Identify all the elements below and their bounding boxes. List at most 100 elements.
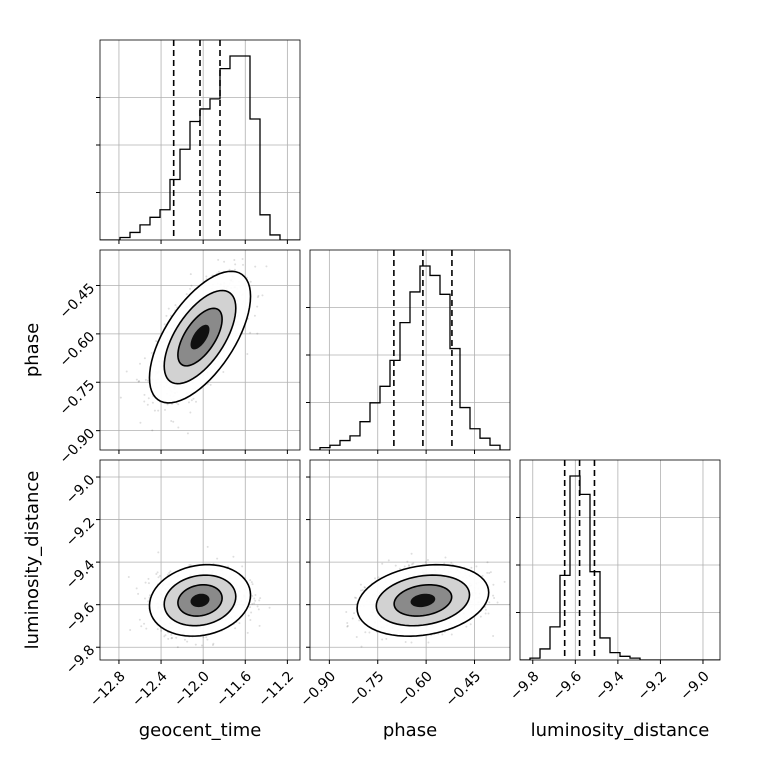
scatter-point bbox=[167, 637, 170, 640]
scatter-point bbox=[233, 268, 236, 271]
x-tick-label: −9.2 bbox=[635, 668, 670, 703]
scatter-point bbox=[268, 606, 271, 609]
scatter-point bbox=[143, 357, 146, 360]
scatter-point bbox=[359, 589, 362, 592]
scatter-point bbox=[188, 564, 191, 567]
scatter-point bbox=[257, 294, 260, 297]
scatter-point bbox=[157, 551, 160, 554]
contour-level-3 bbox=[190, 324, 210, 350]
x-tick-label: −11.6 bbox=[213, 668, 255, 710]
scatter-point bbox=[241, 258, 244, 261]
scatter-point bbox=[195, 400, 198, 403]
scatter-point bbox=[234, 263, 237, 266]
scatter-point bbox=[251, 594, 254, 597]
scatter-point bbox=[360, 645, 363, 648]
scatter-point bbox=[135, 378, 138, 381]
scatter-point bbox=[259, 597, 262, 600]
scatter-point bbox=[444, 556, 447, 559]
y-axis-label-luminosity_distance: luminosity_distance bbox=[22, 471, 43, 650]
scatter-point bbox=[139, 421, 142, 424]
scatter-point bbox=[265, 265, 268, 268]
scatter-point bbox=[170, 637, 173, 640]
y-tick-label: −9.4 bbox=[63, 557, 98, 592]
density-contours bbox=[356, 563, 490, 637]
panel-phase-geocent_time: −0.90 −0.75 −0.60 −0.45 phase bbox=[22, 249, 301, 467]
y-axis-label-phase: phase bbox=[22, 323, 43, 377]
scatter-point bbox=[381, 638, 384, 641]
scatter-point bbox=[151, 429, 154, 432]
scatter-point bbox=[206, 638, 209, 641]
scatter-point bbox=[157, 576, 160, 579]
scatter-point bbox=[503, 580, 506, 583]
contour-level-3 bbox=[410, 593, 436, 608]
scatter-point bbox=[256, 296, 259, 299]
scatter-point bbox=[249, 280, 252, 283]
scatter-point bbox=[172, 420, 175, 423]
scatter-point bbox=[147, 600, 150, 603]
panel-frame bbox=[309, 249, 511, 451]
scatter-point bbox=[164, 634, 167, 637]
scatter-point bbox=[176, 646, 179, 649]
scatter-point bbox=[143, 622, 146, 625]
scatter-point bbox=[487, 612, 490, 615]
scatter-point bbox=[125, 370, 128, 373]
panel-phase-phase bbox=[306, 249, 511, 454]
panel-luminosity_distance-phase: −0.90 −0.75 −0.60 −0.45 phase bbox=[297, 459, 511, 741]
scatter-point bbox=[185, 293, 188, 296]
scatter-point bbox=[493, 597, 496, 600]
scatter-point bbox=[249, 331, 252, 334]
panel-frame bbox=[99, 39, 301, 241]
scatter-point bbox=[381, 562, 384, 565]
scatter-point bbox=[253, 602, 256, 605]
scatter-point bbox=[189, 411, 192, 414]
scatter-point bbox=[351, 617, 354, 620]
scatter-point bbox=[246, 631, 249, 634]
scatter-point bbox=[353, 596, 356, 599]
scatter-point bbox=[211, 644, 214, 647]
scatter-point bbox=[450, 561, 453, 564]
scatter-point bbox=[216, 557, 219, 560]
scatter-point bbox=[253, 314, 256, 317]
scatter-point bbox=[164, 408, 167, 411]
y-tick-label: −0.60 bbox=[57, 329, 99, 371]
panel-luminosity_distance-geocent_time: −12.8 −12.4 −12.0 −11.6 −11.2 geocent_time −9.… bbox=[22, 459, 301, 741]
scatter-point bbox=[247, 614, 250, 617]
contour-level-3 bbox=[190, 593, 210, 608]
scatter-point bbox=[169, 570, 172, 573]
scatter-point bbox=[377, 576, 380, 579]
scatter-point bbox=[450, 633, 453, 636]
density-contours bbox=[148, 270, 252, 404]
scatter-point bbox=[148, 594, 151, 597]
scatter-point bbox=[226, 565, 229, 568]
scatter-point bbox=[470, 566, 473, 569]
x-tick-label: −9.0 bbox=[677, 668, 712, 703]
scatter-point bbox=[155, 340, 158, 343]
scatter-point bbox=[144, 378, 147, 381]
scatter-point bbox=[144, 581, 147, 584]
scatter-point bbox=[165, 314, 168, 317]
scatter-point bbox=[411, 563, 414, 566]
scatter-point bbox=[355, 635, 358, 638]
scatter-point bbox=[238, 622, 241, 625]
scatter-point bbox=[345, 610, 348, 613]
scatter-point bbox=[119, 396, 122, 399]
scatter-point bbox=[496, 601, 499, 604]
scatter-point bbox=[364, 586, 367, 589]
scatter-point bbox=[488, 572, 491, 575]
scatter-point bbox=[151, 401, 154, 404]
scatter-point bbox=[398, 567, 401, 570]
x-tick-label: −9.4 bbox=[592, 668, 627, 703]
scatter-point bbox=[346, 624, 349, 627]
scatter-point bbox=[139, 362, 142, 365]
scatter-point bbox=[443, 562, 446, 565]
y-tick-label: −0.45 bbox=[57, 280, 99, 322]
scatter-point bbox=[138, 380, 141, 383]
scatter-point bbox=[192, 397, 195, 400]
scatter-point bbox=[492, 594, 495, 597]
scatter-point bbox=[135, 587, 138, 590]
scatter-point bbox=[251, 602, 254, 605]
scatter-point bbox=[410, 552, 413, 555]
scatter-point bbox=[489, 571, 492, 574]
scatter-point bbox=[361, 589, 364, 592]
scatter-point bbox=[206, 382, 209, 385]
